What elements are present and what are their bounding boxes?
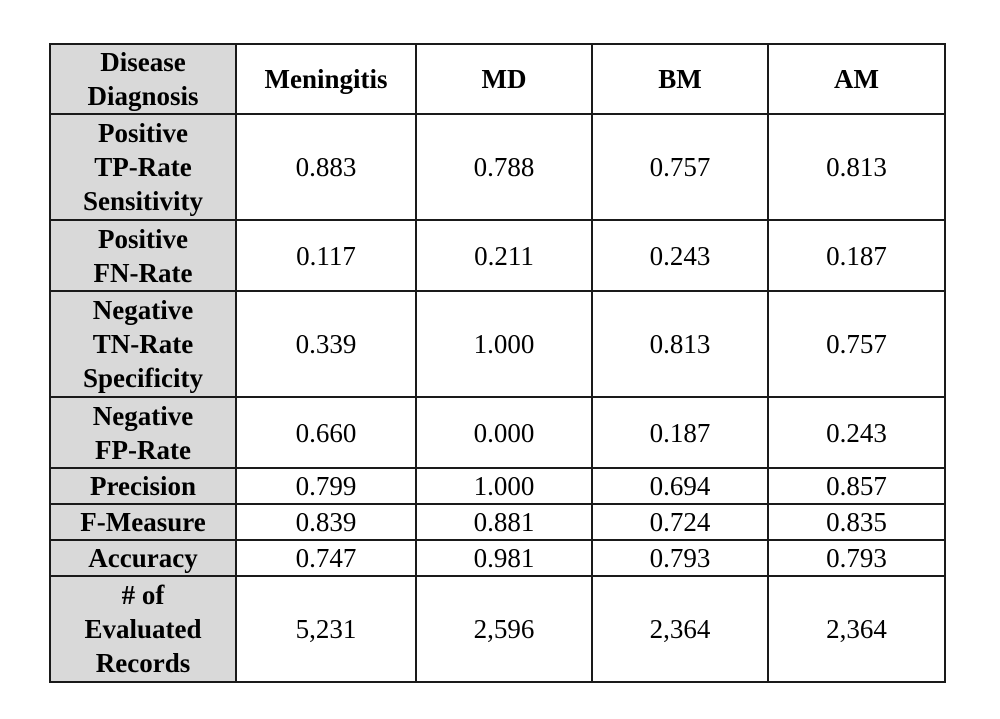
value-cell: 0.000 <box>415 396 593 469</box>
table-row: # of Evaluated Records 5,231 2,596 2,364 2,364 <box>49 575 946 683</box>
value-cell: 1.000 <box>415 290 593 398</box>
row-header-line: TP-Rate <box>94 152 192 182</box>
row-header-line: FP-Rate <box>95 434 191 465</box>
row-header-line: Positive <box>98 118 188 148</box>
row-header-line: Specificity <box>83 363 203 393</box>
table-row: Negative TN-Rate Specificity 0.339 1.000 0.81… <box>49 290 946 398</box>
value-cell: 0.339 <box>235 290 417 398</box>
value-cell: 2,364 <box>591 575 769 683</box>
corner-header-cell: Disease Diagnosis <box>49 43 237 115</box>
table-row: Precision 0.799 1.000 0.694 0.857 <box>49 467 946 505</box>
corner-header-line: Disease <box>100 47 186 77</box>
row-header-cell: Positive FN-Rate <box>49 219 237 292</box>
row-header-cell: Positive TP-Rate Sensitivity <box>49 113 237 221</box>
value-cell: 0.117 <box>235 219 417 292</box>
table-row: Accuracy 0.747 0.981 0.793 0.793 <box>49 539 946 577</box>
value-cell: 0.747 <box>235 539 417 577</box>
column-header-meningitis: Meningitis <box>235 43 417 115</box>
value-cell: 2,364 <box>767 575 946 683</box>
table-row: Negative FP-Rate 0.660 0.000 0.187 0.243 <box>49 396 946 469</box>
value-cell: 0.211 <box>415 219 593 292</box>
row-header-line: F-Measure <box>80 507 206 537</box>
value-cell: 0.813 <box>591 290 769 398</box>
row-header-cell: # of Evaluated Records <box>49 575 237 683</box>
value-cell: 1.000 <box>415 467 593 505</box>
row-header-line: Records <box>95 648 191 678</box>
row-header-line: # of <box>121 580 165 610</box>
value-cell: 0.243 <box>767 396 946 469</box>
row-header-cell: F-Measure <box>49 503 237 541</box>
row-header-line: TN-Rate <box>92 329 194 359</box>
value-cell: 0.857 <box>767 467 946 505</box>
column-header-md: MD <box>415 43 593 115</box>
row-header-line: Sensitivity <box>82 186 203 216</box>
row-header-line: FN-Rate <box>93 257 193 288</box>
value-cell: 0.883 <box>235 113 417 221</box>
value-cell: 0.694 <box>591 467 769 505</box>
row-header-line: Positive <box>98 223 188 254</box>
row-header-line: Accuracy <box>88 543 198 573</box>
value-cell: 0.839 <box>235 503 417 541</box>
value-cell: 0.788 <box>415 113 593 221</box>
row-header-cell: Negative FP-Rate <box>49 396 237 469</box>
value-cell: 0.243 <box>591 219 769 292</box>
row-header-line: Evaluated <box>84 614 202 644</box>
value-cell: 0.813 <box>767 113 946 221</box>
value-cell: 0.187 <box>591 396 769 469</box>
table-row: F-Measure 0.839 0.881 0.724 0.835 <box>49 503 946 541</box>
value-cell: 5,231 <box>235 575 417 683</box>
table-row: Positive FN-Rate 0.117 0.211 0.243 0.187 <box>49 219 946 292</box>
value-cell: 0.835 <box>767 503 946 541</box>
value-cell: 0.981 <box>415 539 593 577</box>
value-cell: 0.757 <box>591 113 769 221</box>
row-header-line: Negative <box>92 400 194 431</box>
row-header-cell: Precision <box>49 467 237 505</box>
value-cell: 0.757 <box>767 290 946 398</box>
row-header-cell: Accuracy <box>49 539 237 577</box>
value-cell: 0.660 <box>235 396 417 469</box>
column-header-bm: BM <box>591 43 769 115</box>
row-header-line: Precision <box>90 471 196 501</box>
value-cell: 0.724 <box>591 503 769 541</box>
row-header-cell: Negative TN-Rate Specificity <box>49 290 237 398</box>
value-cell: 0.881 <box>415 503 593 541</box>
table-row: Positive TP-Rate Sensitivity 0.883 0.788 0.75… <box>49 113 946 221</box>
column-header-am: AM <box>767 43 946 115</box>
value-cell: 0.793 <box>767 539 946 577</box>
results-table: Disease Diagnosis Meningitis MD BM AM Po… <box>49 43 946 683</box>
value-cell: 0.187 <box>767 219 946 292</box>
value-cell: 0.799 <box>235 467 417 505</box>
header-row: Disease Diagnosis Meningitis MD BM AM <box>49 43 946 115</box>
table-body: Disease Diagnosis Meningitis MD BM AM Po… <box>49 43 946 683</box>
value-cell: 0.793 <box>591 539 769 577</box>
row-header-line: Negative <box>92 295 194 325</box>
value-cell: 2,596 <box>415 575 593 683</box>
corner-header-line: Diagnosis <box>87 81 199 111</box>
